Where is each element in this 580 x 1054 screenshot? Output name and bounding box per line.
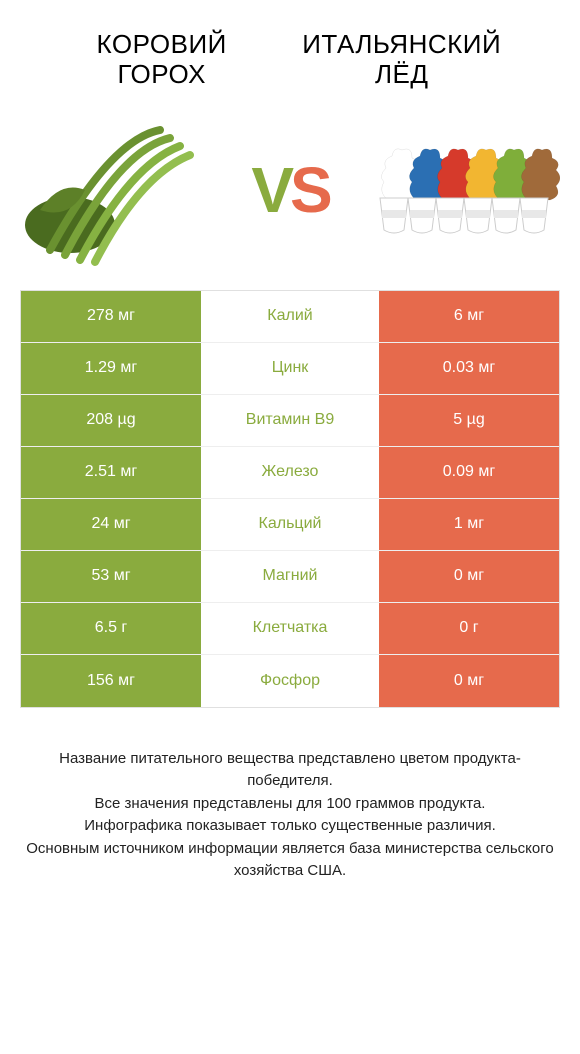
table-row: 24 мгКальций1 мг [21,499,559,551]
table-row: 2.51 мгЖелезо0.09 мг [21,447,559,499]
left-value: 2.51 мг [21,447,201,498]
left-value: 278 мг [21,291,201,342]
right-value: 6 мг [379,291,559,342]
nutrient-label: Витамин B9 [201,395,379,446]
table-row: 208 µgВитамин B95 µg [21,395,559,447]
left-value: 156 мг [21,655,201,707]
table-row: 1.29 мгЦинк0.03 мг [21,343,559,395]
right-product-title: ИТАЛЬЯНСКИЙ ЛЁД [273,30,530,90]
vs-v: V [251,154,290,226]
nutrient-label: Калий [201,291,379,342]
nutrient-label: Цинк [201,343,379,394]
table-row: 6.5 гКлетчатка0 г [21,603,559,655]
table-row: 278 мгКалий6 мг [21,291,559,343]
right-value: 0.09 мг [379,447,559,498]
nutrient-label: Железо [201,447,379,498]
left-value: 6.5 г [21,603,201,654]
right-value: 0 г [379,603,559,654]
right-value: 1 мг [379,499,559,550]
right-value: 0.03 мг [379,343,559,394]
vs-label: VS [251,153,328,227]
right-product-image [370,110,560,270]
right-value: 5 µg [379,395,559,446]
table-row: 156 мгФосфор0 мг [21,655,559,707]
left-value: 208 µg [21,395,201,446]
left-product-image [20,110,210,270]
left-value: 24 мг [21,499,201,550]
right-value: 0 мг [379,655,559,707]
nutrient-table: 278 мгКалий6 мг1.29 мгЦинк0.03 мг208 µgВ… [20,290,560,708]
left-product-title: КОРОВИЙ ГОРОХ [50,30,273,90]
nutrient-label: Магний [201,551,379,602]
table-row: 53 мгМагний0 мг [21,551,559,603]
footnote: Название питательного вещества представл… [0,708,580,883]
header: КОРОВИЙ ГОРОХ ИТАЛЬЯНСКИЙ ЛЁД [0,0,580,100]
images-row: VS [0,100,580,290]
right-value: 0 мг [379,551,559,602]
left-value: 1.29 мг [21,343,201,394]
nutrient-label: Клетчатка [201,603,379,654]
vs-s: S [290,154,329,226]
nutrient-label: Кальций [201,499,379,550]
nutrient-label: Фосфор [201,655,379,707]
left-value: 53 мг [21,551,201,602]
